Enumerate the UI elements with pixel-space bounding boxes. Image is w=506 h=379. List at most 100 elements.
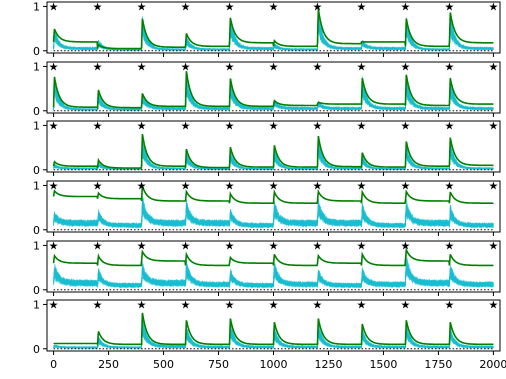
star-marker: ★ <box>313 60 323 73</box>
star-marker: ★ <box>313 298 323 311</box>
star-marker: ★ <box>357 239 367 252</box>
y-tick-label: 1 <box>33 119 40 132</box>
y-tick-label: 1 <box>33 298 40 311</box>
y-tick-label: 1 <box>33 239 40 252</box>
star-marker: ★ <box>181 298 191 311</box>
star-marker: ★ <box>488 239 498 252</box>
star-marker: ★ <box>137 239 147 252</box>
bundle-trace <box>53 13 494 52</box>
star-marker: ★ <box>401 239 411 252</box>
mean-trace <box>52 133 494 169</box>
star-marker: ★ <box>313 0 323 13</box>
star-marker: ★ <box>444 60 454 73</box>
y-tick-label: 1 <box>33 0 40 13</box>
star-marker: ★ <box>401 119 411 132</box>
star-marker: ★ <box>93 119 103 132</box>
y-tick-label: 1 <box>33 179 40 192</box>
y-tick-label: 0 <box>33 284 40 297</box>
star-marker: ★ <box>93 60 103 73</box>
star-marker: ★ <box>137 179 147 192</box>
x-tick-label: 1250 <box>314 358 342 371</box>
star-marker: ★ <box>49 0 59 13</box>
star-marker: ★ <box>313 179 323 192</box>
bundle-trace <box>53 197 494 230</box>
star-marker: ★ <box>488 179 498 192</box>
x-tick-label: 0 <box>50 358 57 371</box>
star-marker: ★ <box>137 298 147 311</box>
star-marker: ★ <box>357 179 367 192</box>
star-marker: ★ <box>49 119 59 132</box>
star-marker: ★ <box>357 298 367 311</box>
star-marker: ★ <box>444 239 454 252</box>
star-marker: ★ <box>269 0 279 13</box>
star-marker: ★ <box>313 239 323 252</box>
star-marker: ★ <box>401 60 411 73</box>
chart-panel-1: ★ ★ ★ ★ ★ ★ ★ ★ ★ ★ ★ 0 1 <box>33 0 501 58</box>
mean-trace <box>52 8 494 50</box>
y-tick-label: 0 <box>33 224 40 237</box>
star-marker: ★ <box>49 239 59 252</box>
star-marker: ★ <box>49 298 59 311</box>
x-tick-label: 750 <box>208 358 229 371</box>
star-marker: ★ <box>181 239 191 252</box>
star-marker: ★ <box>269 239 279 252</box>
star-marker: ★ <box>137 119 147 132</box>
star-marker: ★ <box>225 239 235 252</box>
y-tick-label: 1 <box>33 60 40 73</box>
star-marker: ★ <box>181 119 191 132</box>
bundle-trace <box>53 321 494 350</box>
bundle-trace <box>53 75 494 112</box>
star-marker: ★ <box>93 179 103 192</box>
y-tick-label: 0 <box>33 164 40 177</box>
star-marker: ★ <box>488 298 498 311</box>
chart-panel-3: ★ ★ ★ ★ ★ ★ ★ ★ ★ ★ ★ 0 1 <box>33 119 501 177</box>
x-tick-label: 1500 <box>369 358 397 371</box>
star-marker: ★ <box>444 298 454 311</box>
chart-panel-2: ★ ★ ★ ★ ★ ★ ★ ★ ★ ★ ★ 0 1 <box>33 60 501 118</box>
star-marker: ★ <box>225 0 235 13</box>
star-marker: ★ <box>225 119 235 132</box>
mean-trace <box>53 312 494 347</box>
star-marker: ★ <box>181 0 191 13</box>
star-marker: ★ <box>313 119 323 132</box>
mean-trace <box>52 247 494 267</box>
star-marker: ★ <box>49 179 59 192</box>
star-marker: ★ <box>269 179 279 192</box>
star-marker: ★ <box>137 0 147 13</box>
star-marker: ★ <box>488 0 498 13</box>
star-marker: ★ <box>93 0 103 13</box>
mean-trace <box>52 71 494 110</box>
x-tick-label: 1750 <box>424 358 452 371</box>
star-marker: ★ <box>444 179 454 192</box>
star-marker: ★ <box>401 298 411 311</box>
star-marker: ★ <box>181 60 191 73</box>
star-marker: ★ <box>444 0 454 13</box>
chart-panel-5: ★ ★ ★ ★ ★ ★ ★ ★ ★ ★ ★ 0 1 <box>33 239 501 297</box>
star-marker: ★ <box>269 298 279 311</box>
star-marker: ★ <box>357 0 367 13</box>
star-marker: ★ <box>444 119 454 132</box>
star-marker: ★ <box>225 298 235 311</box>
star-marker: ★ <box>488 119 498 132</box>
y-tick-label: 0 <box>33 343 40 356</box>
star-marker: ★ <box>401 179 411 192</box>
star-marker: ★ <box>357 119 367 132</box>
star-marker: ★ <box>401 0 411 13</box>
x-tick-label: 250 <box>98 358 119 371</box>
y-tick-label: 0 <box>33 105 40 118</box>
x-tick-label: 1000 <box>260 358 288 371</box>
x-tick-label: 500 <box>153 358 174 371</box>
star-marker: ★ <box>269 119 279 132</box>
star-marker: ★ <box>137 60 147 73</box>
mean-trace <box>52 185 494 204</box>
x-tick-label: 2000 <box>479 358 506 371</box>
star-marker: ★ <box>488 60 498 73</box>
star-marker: ★ <box>225 60 235 73</box>
star-marker: ★ <box>93 239 103 252</box>
bundle-trace <box>53 261 494 289</box>
star-marker: ★ <box>225 179 235 192</box>
y-tick-label: 0 <box>33 45 40 58</box>
star-marker: ★ <box>49 60 59 73</box>
chart-panel-6: ★ ★ ★ ★ ★ ★ ★ ★ ★ ★ ★ 0 1 <box>33 298 501 356</box>
